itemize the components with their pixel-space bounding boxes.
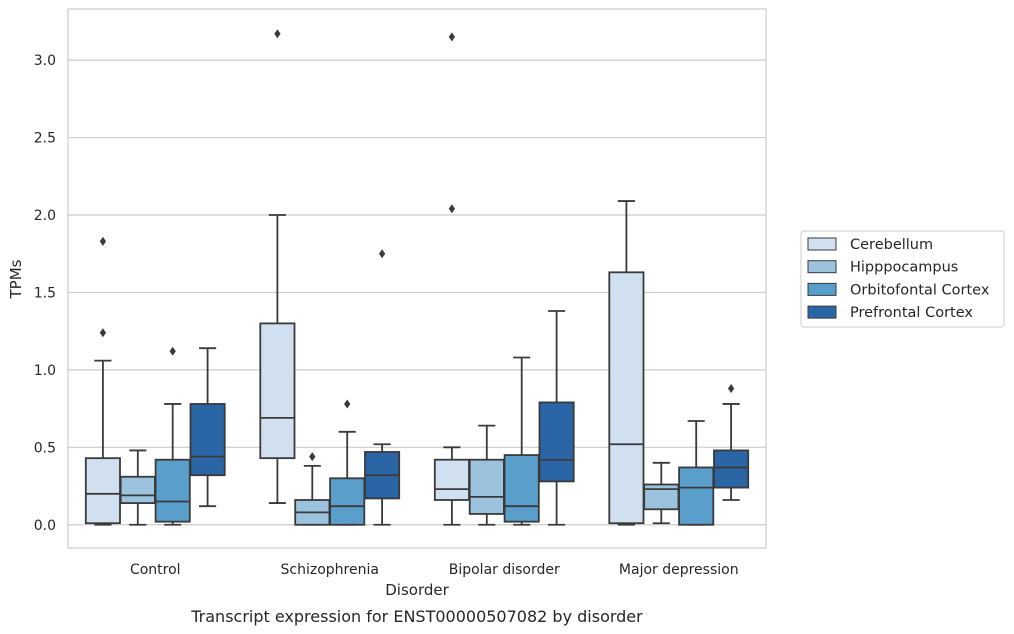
outlier-point xyxy=(448,32,456,42)
box xyxy=(608,271,645,525)
outlier-point xyxy=(99,328,107,338)
box xyxy=(154,458,191,523)
legend-swatch xyxy=(807,282,837,296)
y-tick-label: 1.5 xyxy=(34,285,56,301)
y-tick-labels: 0.0 0.5 1.0 1.5 2.0 2.5 3.0 xyxy=(34,53,56,534)
y-axis-label: TPMs xyxy=(7,259,25,299)
x-axis-label: Disorder xyxy=(385,581,449,599)
legend-label: Orbitofontal Cortex xyxy=(850,282,990,298)
legend-label: Cerebellum xyxy=(850,237,933,253)
box-group xyxy=(329,399,366,526)
outlier-point xyxy=(99,236,107,246)
legend-frame xyxy=(800,230,1005,328)
box-group xyxy=(189,347,226,508)
legend-swatch xyxy=(807,305,837,319)
boxes xyxy=(84,29,750,526)
box xyxy=(189,403,226,477)
outlier-point xyxy=(274,29,281,39)
legend-swatch xyxy=(807,260,837,274)
outlier-point xyxy=(378,249,386,259)
box-group xyxy=(84,236,121,526)
box xyxy=(643,483,680,511)
box-group xyxy=(678,420,715,526)
plot-frame xyxy=(67,8,767,549)
box-group xyxy=(433,32,470,526)
box xyxy=(678,466,715,526)
legend-label: Prefrontal Cortex xyxy=(850,305,973,321)
outlier-point xyxy=(169,346,176,356)
outlier-point xyxy=(309,452,316,462)
outlier-point xyxy=(448,204,456,214)
box xyxy=(538,401,575,483)
box-group xyxy=(503,356,540,526)
grid-lines xyxy=(68,59,766,526)
legend: Cerebellum Hipppocampus Orbitofontal Corte… xyxy=(800,230,1005,328)
box-group xyxy=(294,452,331,526)
box-group xyxy=(154,346,191,526)
box-group xyxy=(643,461,680,525)
box xyxy=(503,454,540,523)
y-tick-label: 0.5 xyxy=(34,440,56,456)
box xyxy=(713,449,750,489)
outlier-point xyxy=(344,399,351,409)
legend-swatch xyxy=(807,237,837,251)
legend-label: Hipppocampus xyxy=(850,260,958,276)
box-group xyxy=(468,424,505,526)
y-tick-label: 0.0 xyxy=(34,518,56,534)
box xyxy=(119,475,156,504)
box-group xyxy=(713,383,750,501)
y-tick-label: 2.5 xyxy=(34,131,56,147)
x-tick-label: Schizophrenia xyxy=(281,562,379,578)
x-tick-label: Major depression xyxy=(619,562,739,578)
outlier-point xyxy=(727,383,735,393)
box-group xyxy=(259,29,296,504)
box xyxy=(433,458,470,501)
box xyxy=(329,477,366,526)
box-group xyxy=(608,200,645,526)
box xyxy=(259,322,296,460)
box-group xyxy=(119,449,156,526)
box xyxy=(468,458,505,515)
y-tick-label: 1.0 xyxy=(34,363,56,379)
box-group xyxy=(364,249,401,526)
x-tick-label: Control xyxy=(130,562,181,578)
x-tick-labels: Control Schizophrenia Bipolar disorder Majo… xyxy=(130,562,739,578)
x-tick-label: Bipolar disorder xyxy=(449,562,560,578)
chart-caption: Transcript expression for ENST0000050708… xyxy=(190,607,643,626)
y-tick-label: 2.0 xyxy=(34,208,56,224)
box-group xyxy=(538,310,575,526)
y-tick-label: 3.0 xyxy=(34,53,56,69)
box xyxy=(84,457,121,525)
